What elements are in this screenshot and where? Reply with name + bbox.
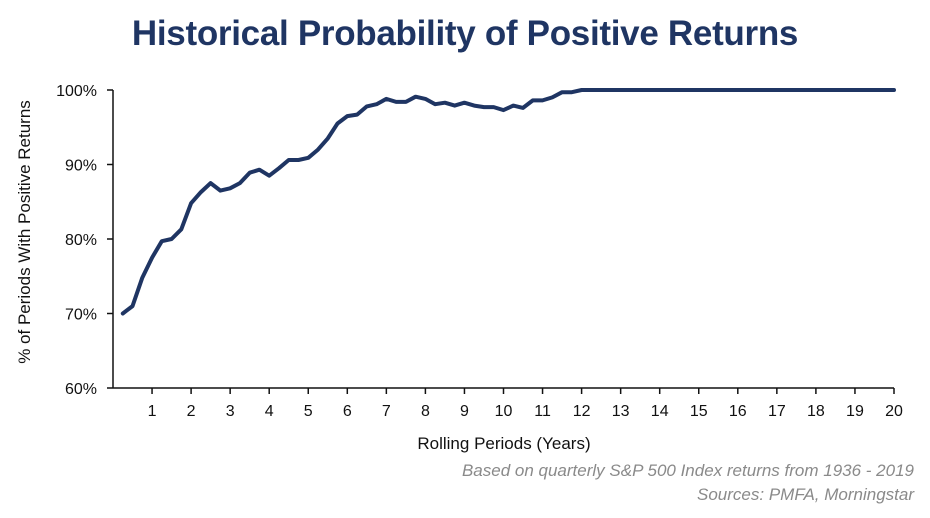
x-tick-label: 7 [382,403,391,420]
x-tick-label: 17 [768,403,786,420]
series-layer [120,88,896,316]
x-axis-label: Rolling Periods (Years) [417,434,590,453]
source-note-sources: Sources: PMFA, Morningstar [697,485,914,504]
x-tick-label: 6 [343,403,352,420]
x-tick-label: 15 [690,403,708,420]
x-tick-label: 19 [846,403,864,420]
y-tick-label: 70% [65,307,97,324]
y-tick-label: 80% [65,232,97,249]
y-tick-label: 60% [65,381,97,398]
x-tick-label: 12 [573,403,591,420]
x-tick-label: 10 [495,403,513,420]
x-tick-label: 4 [265,403,274,420]
x-tick-label: 8 [421,403,430,420]
x-axis: 1 2 3 4 5 6 7 8 9 10 11 12 13 14 15 16 17 18 19 20 [113,387,903,420]
x-tick-label: 18 [807,403,825,420]
y-tick-label: 90% [65,158,97,175]
y-axis-label: % of Periods With Positive Returns [15,100,34,364]
x-tick-label: 1 [148,403,157,420]
x-tick-label: 13 [612,403,630,420]
x-tick-label: 14 [651,403,669,420]
x-tick-label: 20 [885,403,903,420]
x-tick-label: 2 [187,403,196,420]
chart-title: Historical Probability of Positive Retur… [131,14,799,53]
y-axis: 60% 70% 80% 90% 100% [56,83,114,398]
x-tick-label: 5 [304,403,313,420]
x-tick-label: 9 [460,403,469,420]
y-tick-label: 100% [56,83,97,100]
source-note-basis: Based on quarterly S&P 500 Index returns… [461,461,914,480]
x-tick-label: 11 [534,403,551,420]
x-tick-label: 16 [729,403,747,420]
series-line [120,88,896,316]
x-tick-label: 3 [226,403,235,420]
